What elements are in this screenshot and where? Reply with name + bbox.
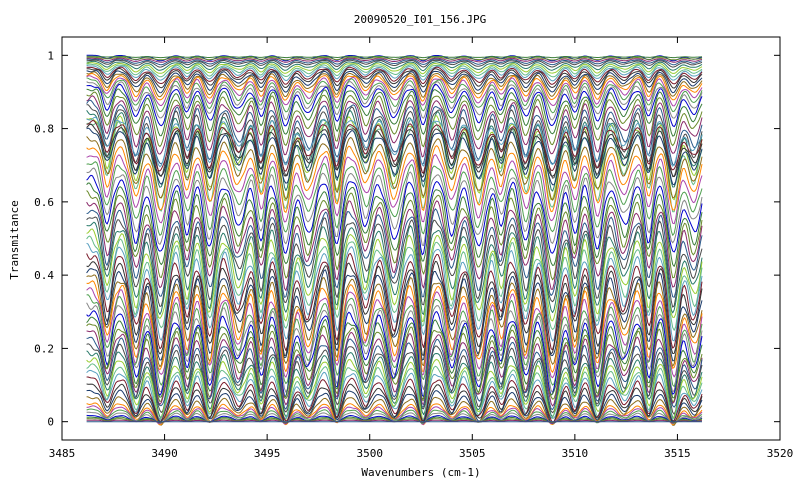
spectrum-series-line <box>86 70 703 94</box>
spectrum-series-line <box>86 127 703 186</box>
x-axis-label: Wavenumbers (cm-1) <box>361 466 480 479</box>
spectrum-series-line <box>86 161 703 236</box>
spectrum-series-line <box>86 208 703 298</box>
spectrum-series-line <box>86 323 703 403</box>
spectrum-series-line <box>86 268 703 362</box>
spectrum-series-line <box>86 75 703 107</box>
x-tick-label: 3495 <box>254 447 281 460</box>
spectrum-series-line <box>86 81 703 121</box>
y-tick-label: 0.6 <box>34 196 54 209</box>
spectrum-series-line <box>86 120 703 174</box>
spectrum-series-line <box>86 350 703 419</box>
spectrum-series-line <box>86 302 703 393</box>
spectrum-series-line <box>86 62 703 75</box>
spectrum-series-line <box>86 104 703 179</box>
spectrum-series-line <box>86 235 703 331</box>
y-axis-label: Transmitance <box>8 200 21 279</box>
spectrum-series-line <box>86 174 703 256</box>
spectrum-series-line <box>86 221 703 315</box>
spectrum-series-line <box>86 274 703 368</box>
spectrum-series-line <box>86 287 703 379</box>
y-axis: 0 0.2 0.4 0.6 0.8 1 <box>34 49 780 429</box>
x-tick-label: 3500 <box>356 447 383 460</box>
x-tick-label: 3485 <box>49 447 76 460</box>
spectrum-series-line <box>86 91 703 148</box>
spectrum-series-line <box>86 83 703 128</box>
y-tick-label: 1 <box>47 49 54 62</box>
spectrum-series-line <box>86 59 703 68</box>
spectrum-series-line <box>86 57 703 63</box>
spectrum-series-line <box>86 88 703 137</box>
spectrum-series-line <box>86 55 703 59</box>
spectrum-series-line <box>86 67 703 89</box>
spectrum-series-line <box>86 66 703 85</box>
spectrum-series-line <box>86 167 703 247</box>
chart-title: 20090520_I01_156.JPG <box>354 13 486 26</box>
spectrum-series-line <box>86 58 703 66</box>
spectrum-series-line <box>86 60 703 72</box>
x-tick-label: 3515 <box>664 447 691 460</box>
spectrum-series-line <box>86 95 703 158</box>
spectrum-series-line <box>86 228 703 323</box>
spectrum-series-line <box>86 396 703 426</box>
spectrum-series-line <box>86 77 703 114</box>
spectrum-series-line <box>86 73 703 102</box>
spectrum-series-line <box>86 154 703 225</box>
x-tick-label: 3505 <box>459 447 486 460</box>
spectrum-series-line <box>86 330 703 407</box>
plot-frame <box>61 36 781 441</box>
x-tick-label: 3520 <box>767 447 794 460</box>
spectrum-series-line <box>86 71 703 98</box>
spectrum-series-line <box>86 190 703 281</box>
spectrum-series-line <box>86 123 703 178</box>
spectrum-series-line <box>86 145 703 213</box>
spectrum-series-line <box>86 63 703 78</box>
spectrum-series-line <box>86 182 703 267</box>
x-tick-label: 3490 <box>151 447 178 460</box>
spectrum-series-line <box>86 389 703 425</box>
spectrum-series-line <box>86 116 703 168</box>
spectrum-series-line <box>86 64 703 82</box>
y-tick-label: 0.4 <box>34 269 54 282</box>
spectrum-series-line <box>86 216 703 308</box>
spectrum-series-line <box>86 242 703 342</box>
spectrum-series-line <box>86 253 703 351</box>
y-tick-label: 0.2 <box>34 342 54 355</box>
y-tick-label: 0.8 <box>34 123 54 136</box>
spectrum-series-line <box>86 343 703 415</box>
spectrum-series-line <box>86 200 703 291</box>
spectrum-series-line <box>86 56 703 61</box>
x-tick-label: 3510 <box>562 447 589 460</box>
y-tick-label: 0 <box>47 416 54 429</box>
spectrum-series-line <box>86 260 703 356</box>
spectrum-series-line <box>86 136 703 201</box>
spectrum-series-line <box>86 294 703 388</box>
series-layer <box>86 54 703 426</box>
x-axis: 3485 3490 3495 3500 3505 3510 3515 3520 <box>49 37 794 460</box>
spectrum-series-line <box>86 99 703 166</box>
